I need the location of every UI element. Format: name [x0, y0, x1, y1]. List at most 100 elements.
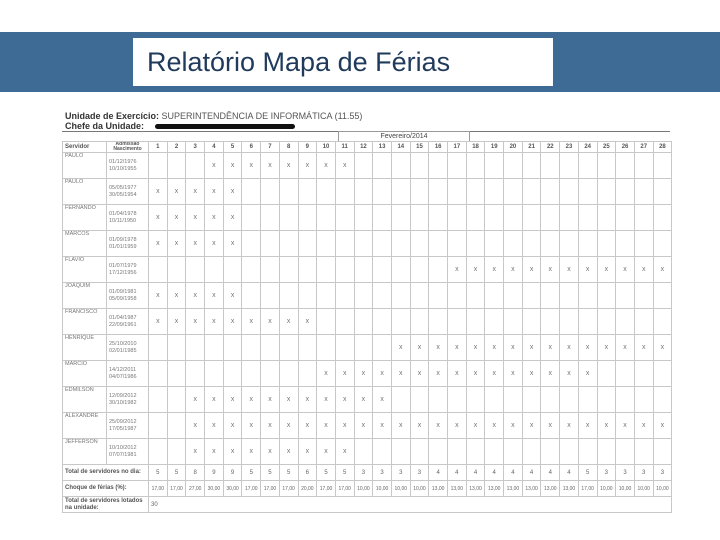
total-row-value: 4	[447, 464, 467, 481]
day-cell	[615, 178, 635, 205]
vacation-mark: x	[399, 422, 403, 429]
percent-row: Choque de férias (%): 17,00 17,00 27,00 30,0…	[62, 480, 673, 497]
day-cell	[503, 386, 523, 413]
day-cell: x	[521, 412, 542, 439]
server-dates: 01/04/1987 22/09/1961	[106, 308, 149, 335]
vacation-mark: x	[230, 448, 235, 455]
day-cell	[316, 204, 336, 231]
day-cell	[596, 438, 617, 465]
day-cell: x	[222, 204, 243, 231]
day-cell: x	[652, 256, 673, 283]
day-cell: x	[278, 412, 299, 439]
total-row-value: 3	[652, 464, 673, 481]
day-cell	[372, 152, 392, 179]
day-cell: x	[633, 412, 654, 439]
vacation-mark: x	[324, 162, 328, 169]
day-cell	[447, 178, 467, 205]
vacation-mark: x	[193, 422, 197, 429]
total-row-value: 5	[148, 464, 168, 481]
day-header: 9	[297, 141, 318, 153]
total-row-value: 3	[372, 464, 392, 481]
day-cell: x	[353, 386, 374, 413]
day-cell	[372, 256, 392, 283]
vacation-grid: Servidor Admissão Nascimento 1 2 3 4 5 6 7 8 9 10…	[62, 141, 673, 513]
server-name: PAULO	[62, 152, 107, 179]
day-cell: x	[316, 386, 336, 413]
table-row: EDMILSON 12/09/2012 30/10/1982 x x x x x x x x x x x	[62, 386, 673, 413]
vacation-mark: x	[174, 188, 179, 195]
day-cell: x	[615, 256, 635, 283]
day-cell	[633, 386, 654, 413]
day-cell: x	[316, 360, 336, 387]
day-cell: x	[334, 360, 355, 387]
day-cell: x	[222, 386, 243, 413]
percent-row-value: 13,00	[447, 480, 467, 497]
day-cell: x	[633, 256, 654, 283]
day-cell	[334, 282, 355, 309]
day-cell: x	[166, 282, 187, 309]
day-cell	[465, 230, 486, 257]
percent-row-value: 10,00	[596, 480, 617, 497]
col-server: Servidor	[62, 141, 107, 153]
day-cell: x	[503, 334, 523, 361]
total-row-value: 4	[540, 464, 561, 481]
day-cell: x	[297, 438, 318, 465]
day-cell	[353, 230, 374, 257]
vacation-mark: x	[604, 344, 609, 351]
day-header: 27	[633, 141, 654, 153]
vacation-mark: x	[567, 422, 571, 429]
day-cell	[615, 308, 635, 335]
day-cell	[390, 282, 411, 309]
day-cell	[484, 308, 505, 335]
day-cell	[372, 178, 392, 205]
day-cell	[615, 204, 635, 231]
day-cell	[633, 308, 654, 335]
top-margin	[0, 0, 720, 32]
vacation-mark: x	[249, 396, 254, 403]
day-cell: x	[204, 438, 224, 465]
day-cell	[390, 230, 411, 257]
vacation-mark: x	[230, 396, 235, 403]
day-header: 24	[577, 141, 598, 153]
day-cell	[166, 152, 187, 179]
vacation-mark: x	[455, 422, 459, 429]
day-cell: x	[652, 334, 673, 361]
day-cell	[559, 386, 579, 413]
day-cell	[521, 152, 542, 179]
vacation-mark: x	[585, 370, 590, 377]
day-cell: x	[222, 282, 243, 309]
day-cell	[409, 386, 430, 413]
day-cell	[652, 152, 673, 179]
day-cell: x	[166, 178, 187, 205]
day-cell: x	[390, 360, 411, 387]
percent-row-value: 20,00	[297, 480, 318, 497]
day-cell	[615, 230, 635, 257]
day-cell: x	[409, 334, 430, 361]
day-cell	[503, 204, 523, 231]
day-cell	[241, 178, 262, 205]
day-cell: x	[334, 152, 355, 179]
day-cell	[465, 204, 486, 231]
day-cell: x	[577, 256, 598, 283]
day-cell	[353, 308, 374, 335]
day-cell: x	[615, 334, 635, 361]
day-cell: x	[652, 412, 673, 439]
vacation-mark: x	[604, 266, 609, 273]
day-cell: x	[148, 230, 168, 257]
day-cell: x	[559, 256, 579, 283]
vacation-mark: x	[230, 292, 235, 299]
day-cell	[521, 308, 542, 335]
day-header: 28	[652, 141, 673, 153]
day-cell	[334, 308, 355, 335]
day-cell	[521, 386, 542, 413]
vacation-mark: x	[641, 344, 646, 351]
percent-row-value: 13,00	[465, 480, 486, 497]
vacation-mark: x	[212, 448, 216, 455]
total-row-value: 4	[484, 464, 505, 481]
chief-label: Chefe da Unidade:	[65, 121, 145, 131]
day-cell	[577, 282, 598, 309]
day-cell	[409, 204, 430, 231]
vacation-mark: x	[212, 188, 216, 195]
day-cell: x	[521, 256, 542, 283]
total-row-value: 5	[577, 464, 598, 481]
